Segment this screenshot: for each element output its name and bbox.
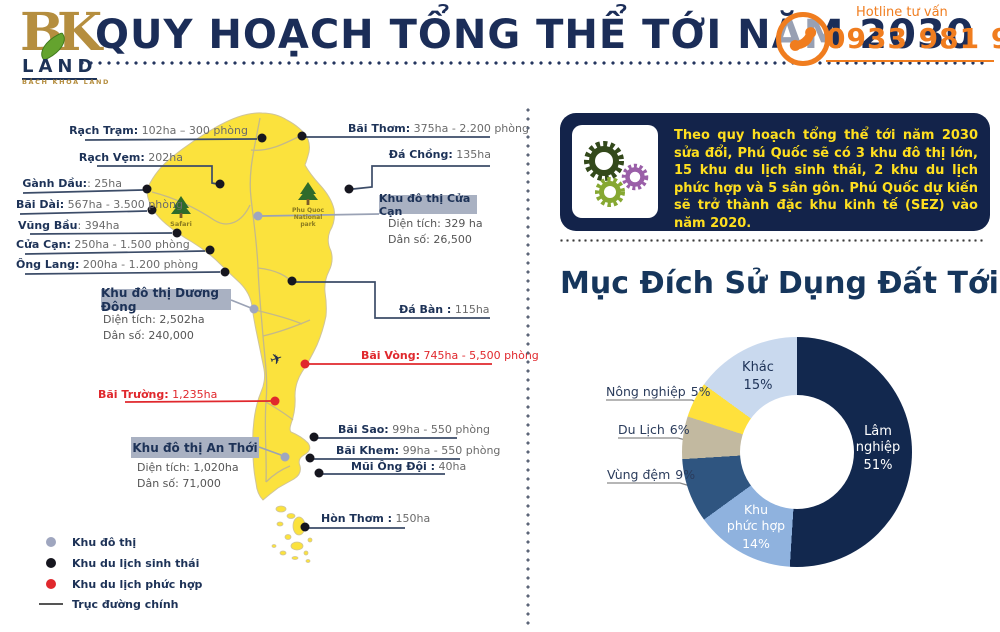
hotline-underline	[826, 60, 994, 62]
zone-duong-dong-population: Dân số: 240,000	[103, 329, 194, 342]
resort-dot-icon	[46, 579, 56, 589]
resort-markers	[270, 359, 310, 406]
label-leader-lines	[19, 136, 490, 529]
map-label-ganh-dau: Gành Dầu:: 25ha	[22, 177, 122, 190]
map-label-da-ban: Đá Bàn : 115ha	[399, 303, 490, 316]
header-dotted-divider	[80, 61, 985, 65]
legend-item-main-road: Trục đường chính	[39, 597, 178, 611]
eco-tourism-markers	[142, 131, 354, 532]
main-roads	[151, 117, 311, 483]
map-label-rach-tram: Rạch Trạm: 102ha – 300 phòng	[69, 124, 248, 137]
hotline-label: Hotline tư vấn	[856, 5, 948, 20]
urban-dot-icon	[46, 537, 56, 547]
map-label-bai-thom: Bãi Thơm: 375ha - 2.200 phòng	[348, 122, 529, 135]
zone-cua-can-area: Diện tích: 329 ha	[388, 217, 483, 230]
map-label-bai-vong: Bãi Vòng: 745ha - 5,500 phòng	[361, 349, 539, 362]
phone-icon	[776, 12, 830, 66]
chart-label-nong-nghiep: Nông nghiệp 5%	[606, 384, 711, 399]
map-label-hon-thom: Hòn Thơm : 150ha	[321, 512, 431, 525]
zone-box-an-thoi: Khu đô thị An Thới	[131, 437, 259, 458]
archipelago-islands	[271, 505, 313, 563]
map-label-bai-truong: Bãi Trường: 1,235ha	[98, 388, 218, 401]
map-label-rach-vem: Rạch Vẹm: 202ha	[78, 151, 183, 164]
bk-logo-land: LAND	[22, 56, 98, 80]
chart-label-lam-nghiep: Lâm nghiệp 51%	[855, 424, 901, 473]
zone-duong-dong-area: Diện tích: 2,502ha	[103, 313, 205, 326]
resort-leader-lines	[124, 363, 492, 403]
donut-hole	[740, 395, 854, 509]
national-park-label: Phu Quoc National park	[291, 207, 325, 228]
chart-label-khu-phuc-hop: Khu phức hợp 14%	[726, 502, 786, 551]
planning-info-text: Theo quy hoạch tổng thể tới năm 2030 sửa…	[674, 128, 978, 231]
chart-label-vung-dem: Vùng đệm 9%	[607, 467, 696, 482]
map-label-cua-can: Cửa Cạn: 250ha - 1.500 phòng	[16, 238, 190, 251]
chart-label-du-lich: Du Lịch 6%	[618, 422, 690, 437]
map-label-bai-khem: Bãi Khem: 99ha - 550 phòng	[336, 444, 501, 457]
hotline-number: 0933 981 929	[826, 22, 1000, 55]
road-line-icon	[39, 603, 63, 605]
zone-box-cua-can: Khu đô thị Cửa Cạn	[379, 192, 477, 218]
safari-label: Safari	[170, 220, 192, 228]
chart-label-khac: Khác 15%	[742, 360, 774, 393]
urban-leader-lines	[230, 213, 380, 456]
vertical-dotted-divider	[526, 108, 530, 625]
zone-cua-can-population: Dân số: 26,500	[388, 233, 472, 246]
legend-item-resort: Khu du lịch phức hợp	[46, 577, 202, 591]
map-label-mui-ong-doi: Mũi Ông Đội : 40ha	[351, 460, 467, 473]
safari-icon	[171, 196, 191, 218]
map-label-bai-dai: Bãi Dài: 567ha - 3.500 phòng	[16, 198, 183, 211]
gears-icon	[572, 125, 658, 218]
legend-item-urban: Khu đô thị	[46, 535, 136, 549]
map-label-bai-sao: Bãi Sao: 99ha - 550 phòng	[338, 423, 491, 436]
map-label-ong-lang: Ông Lang: 200ha - 1.200 phòng	[16, 258, 199, 271]
bk-logo-subtitle: BÁCH KHOA LAND	[22, 78, 110, 86]
zone-box-duong-dong: Khu đô thị Dương Đông	[101, 286, 231, 314]
zone-an-thoi-area: Diện tích: 1,020ha	[137, 461, 239, 474]
right-dotted-divider	[560, 239, 984, 242]
urban-markers	[249, 211, 290, 462]
legend-item-eco-tourism: Khu du lịch sinh thái	[46, 556, 199, 570]
land-use-title: Mục Đích Sử Dụng Đất Tới 2030	[560, 266, 1000, 301]
map-label-vung-bau: Vũng Bầu: 394ha	[18, 219, 120, 232]
map-label-da-chong: Đá Chồng: 135ha	[388, 148, 491, 161]
national-park-icon	[298, 182, 318, 205]
zone-an-thoi-population: Dân số: 71,000	[137, 477, 221, 490]
eco-dot-icon	[46, 558, 56, 568]
